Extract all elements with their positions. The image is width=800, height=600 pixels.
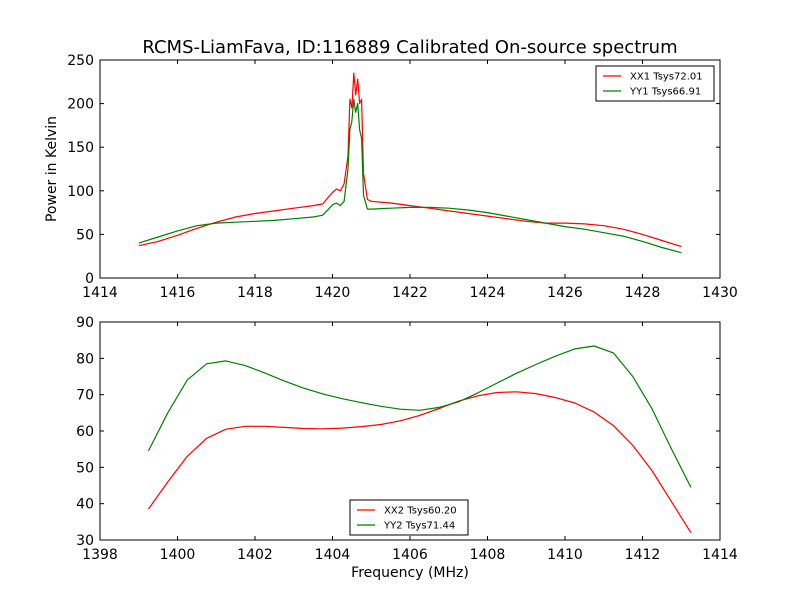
x-tick-label: 1422	[392, 285, 428, 301]
y-tick-label: 250	[67, 53, 94, 69]
series-line-1	[147, 391, 692, 534]
legend-box	[349, 499, 469, 536]
y-tick-label: 30	[76, 533, 94, 549]
y-tick-label: 200	[67, 97, 94, 113]
x-tick-label: 1402	[237, 547, 273, 563]
y-tick-label: 50	[76, 227, 94, 243]
x-tick-label: 1414	[702, 547, 738, 563]
y-axis-label: Power in Kelvin	[44, 116, 60, 222]
legend-label: XX2 Tsys60.20	[384, 506, 457, 517]
x-tick-label: 1428	[625, 285, 661, 301]
x-tick-label: 1426	[547, 285, 583, 301]
x-tick-label: 1418	[237, 285, 273, 301]
series-line-2	[138, 98, 682, 254]
y-tick-label: 80	[76, 351, 94, 367]
chart-title: RCMS-LiamFava, ID:116889 Calibrated On-s…	[142, 37, 677, 58]
x-tick-label: 1404	[315, 547, 351, 563]
legend: XX2 Tsys60.20 YY2 Tsys71.44	[349, 499, 469, 536]
x-axis-label: Frequency (MHz)	[351, 565, 469, 581]
legend: XX1 Tsys72.01 YY1 Tsys66.91	[595, 65, 715, 102]
legend-label: XX1 Tsys72.01	[630, 72, 703, 83]
x-tick-label: 1412	[625, 547, 661, 563]
x-tick-label: 1400	[160, 547, 196, 563]
legend-label: YY1 Tsys66.91	[629, 87, 701, 98]
x-tick-label: 1408	[470, 547, 506, 563]
x-tick-label: 1406	[392, 547, 428, 563]
chart-2: 1398 1400 1402 1404 1406 1408 1410 1412 1414 30 40…	[76, 315, 738, 581]
y-tick-label: 60	[76, 424, 94, 440]
y-tick-label: 100	[67, 184, 94, 200]
y-tick-label: 150	[67, 140, 94, 156]
plots-container: 1414 1416 1418 1420 1422 1424 1426 1428 14300501…	[44, 53, 738, 581]
y-tick-label: 40	[76, 497, 94, 513]
x-tick-label: 1430	[702, 285, 738, 301]
y-tick-label: 90	[76, 315, 94, 331]
x-tick-label: 1416	[160, 285, 196, 301]
x-tick-label: 1410	[547, 547, 583, 563]
chart-1: 1414 1416 1418 1420 1422 1424 1426 1428 1430 0 50 1…	[44, 53, 738, 301]
y-tick-label: 50	[76, 460, 94, 476]
legend-box	[595, 65, 715, 102]
legend-label: YY2 Tsys71.44	[383, 521, 455, 532]
x-tick-label: 1420	[315, 285, 351, 301]
y-tick-label: 0	[85, 271, 94, 287]
x-tick-label: 1424	[470, 285, 506, 301]
series-line-2	[147, 345, 692, 488]
y-tick-label: 70	[76, 388, 94, 404]
x-tick-label: 1414	[82, 285, 118, 301]
x-tick-label: 1398	[82, 547, 118, 563]
